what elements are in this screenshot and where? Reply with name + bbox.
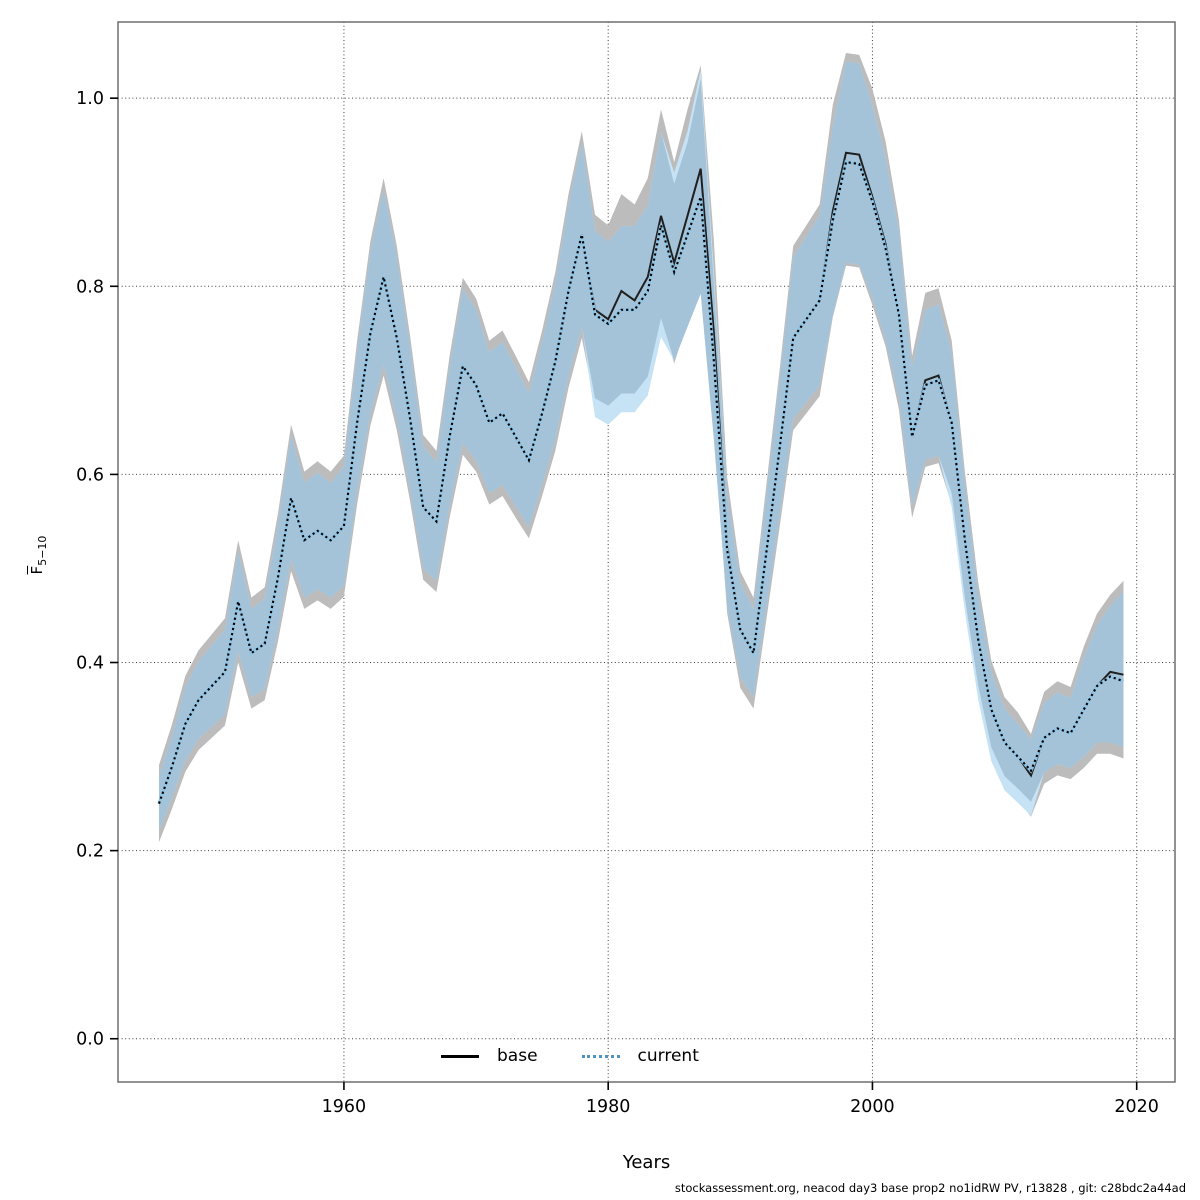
y-tick-label-0.8: 0.8 [76,277,104,297]
x-axis-title: Years [622,1152,671,1173]
x-tick-label-1960: 1960 [322,1097,367,1117]
legend: base current [441,1041,699,1071]
x-tick-label-2020: 2020 [1114,1097,1159,1117]
base-line-sample-icon [441,1054,479,1058]
current-line-dotted [158,160,1124,804]
current-outer-confidence-band [159,61,1124,831]
y-axis-title-subscript: 5−10 [35,535,49,566]
legend-label-base: base [497,1046,538,1066]
y-tick-label-0.0: 0.0 [76,1030,104,1050]
run-info-footer: stockassessment.org, neacod day3 base pr… [674,1181,1186,1195]
current-line-sample-icon [581,1054,620,1058]
x-tick-label-2000: 2000 [850,1097,895,1117]
legend-label-current: current [637,1046,699,1066]
current-confidence-band [159,61,1124,831]
plot-frame [117,21,1176,1083]
legend-item-current: current [581,1046,699,1066]
y-axis-title-symbol: F [27,565,46,575]
legend-item-base: base [441,1046,538,1066]
y-tick-label-0.2: 0.2 [76,842,104,862]
y-axis-title: F5−10 [0,505,78,605]
x-tick-label-1980: 1980 [586,1097,631,1117]
y-tick-label-1.0: 1.0 [76,89,104,109]
y-tick-label-0.4: 0.4 [76,654,104,674]
y-tick-label-0.6: 0.6 [76,465,104,485]
base-confidence-band [159,53,1124,843]
